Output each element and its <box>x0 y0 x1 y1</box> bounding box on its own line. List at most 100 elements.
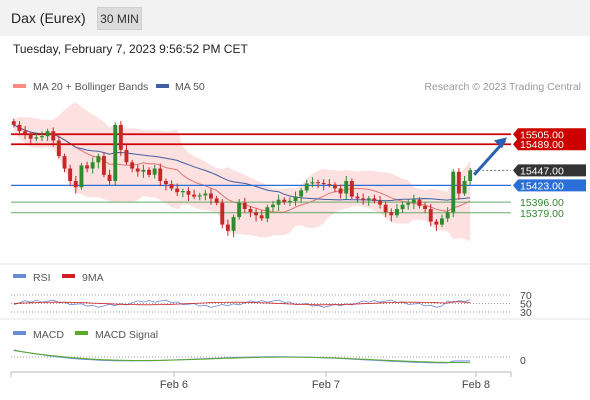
candle-body <box>158 168 163 181</box>
last-price-tag <box>513 164 586 177</box>
candle-body <box>383 204 388 213</box>
x-axis-label: Feb 7 <box>312 379 340 391</box>
candle-body <box>406 202 411 205</box>
candle-body <box>316 182 320 184</box>
resistance-price-tag <box>513 138 586 151</box>
candle-body <box>259 215 264 219</box>
price-tag-label: 15423.00 <box>520 180 564 192</box>
candle-body <box>428 209 433 222</box>
candle-body <box>130 162 135 169</box>
instrument-title: Dax (Eurex) <box>11 10 86 26</box>
candle-body <box>51 131 56 141</box>
candle-body <box>135 168 140 172</box>
ma20-legend-label: MA 20 + Bollinger Bands <box>33 81 148 93</box>
candle-body <box>445 212 450 219</box>
candle-body <box>327 184 332 186</box>
rsi-tick-label: 30 <box>520 307 532 319</box>
pivot-price-tag <box>513 179 586 192</box>
candle-body <box>462 181 467 194</box>
timeframe-button[interactable]: 30 MIN <box>97 7 142 30</box>
candle-body <box>237 202 242 218</box>
rsi-legend-swatch <box>13 274 26 278</box>
candle-body <box>11 121 16 125</box>
candle-body <box>456 171 461 194</box>
candle-body <box>152 168 157 175</box>
candle-body <box>85 165 89 169</box>
candle-body <box>389 212 394 216</box>
candle-body <box>118 124 123 150</box>
price-tag-label: 15447.00 <box>520 165 564 177</box>
candle-body <box>242 202 247 209</box>
candle-body <box>203 193 208 196</box>
ma50-legend-swatch <box>156 84 169 88</box>
candle-body <box>395 209 399 216</box>
candle-body <box>180 191 185 193</box>
ma50-legend-label: MA 50 <box>175 81 205 93</box>
rsi-tick-label: 70 <box>520 290 532 302</box>
bollinger-band <box>13 102 471 242</box>
candle-body <box>355 196 360 199</box>
candle-body <box>141 169 146 172</box>
rsi-line <box>13 299 471 308</box>
candle-body <box>113 124 118 181</box>
macd-legend-label: MACD <box>33 329 64 341</box>
candle-body <box>254 212 258 216</box>
candle-body <box>440 218 444 225</box>
candle-body <box>293 196 298 201</box>
candle-body <box>164 181 168 185</box>
candle-body <box>220 202 225 225</box>
candle-body <box>197 195 202 197</box>
candle-body <box>287 200 292 203</box>
candle-body <box>124 149 129 163</box>
price-tag-label: 15489.00 <box>520 139 564 151</box>
candle-body <box>147 169 151 175</box>
candle-body <box>175 188 180 193</box>
rsi-ma-legend-label: 9MA <box>82 272 104 284</box>
candle-body <box>271 204 275 208</box>
price-tag-label: 15396.00 <box>520 197 564 209</box>
candle-body <box>299 190 304 197</box>
candle-body <box>28 134 33 139</box>
candle-body <box>40 136 44 138</box>
rsi-ma-line <box>13 301 471 306</box>
price-panel: 15505.0015489.0015447.0015423.0015396.00… <box>11 102 586 242</box>
candle-body <box>417 199 422 206</box>
candle-body <box>79 165 84 188</box>
candle-body <box>56 140 61 157</box>
candle-body <box>304 183 309 191</box>
candle-body <box>107 174 112 181</box>
x-axis: Feb 6 Feb 7 Feb 8 <box>10 372 512 391</box>
candle-body <box>169 184 174 189</box>
rsi-ma-legend-swatch <box>62 274 75 278</box>
candle-body <box>333 184 337 189</box>
candle-body <box>344 181 349 194</box>
candle-body <box>192 194 196 197</box>
candle-body <box>468 170 473 181</box>
candle-body <box>231 217 236 231</box>
candle-body <box>378 200 382 205</box>
candle-body <box>73 181 78 188</box>
candle-body <box>411 199 416 203</box>
candle-body <box>186 191 191 195</box>
candle-body <box>310 182 315 184</box>
candle-body <box>276 199 281 205</box>
candle-body <box>434 221 439 225</box>
candle-body <box>349 181 354 197</box>
x-axis-label: Feb 8 <box>462 379 490 391</box>
candle-body <box>34 137 39 139</box>
candle-body <box>45 131 50 137</box>
timestamp: Tuesday, February 7, 2023 9:56:52 PM CET <box>13 42 248 56</box>
candle-body <box>62 156 67 169</box>
macd-panel: 0 <box>11 349 526 367</box>
candle-body <box>90 162 95 169</box>
candle-body <box>451 171 456 213</box>
macd-signal-legend-swatch <box>75 331 88 335</box>
candle-body <box>17 124 22 132</box>
macd-tick-label: 0 <box>520 355 526 367</box>
candle-body <box>321 182 326 185</box>
trend-arrow-head <box>494 137 507 149</box>
credit-label: Research © 2023 Trading Central <box>424 81 581 93</box>
rsi-tick-label: 50 <box>520 299 532 311</box>
